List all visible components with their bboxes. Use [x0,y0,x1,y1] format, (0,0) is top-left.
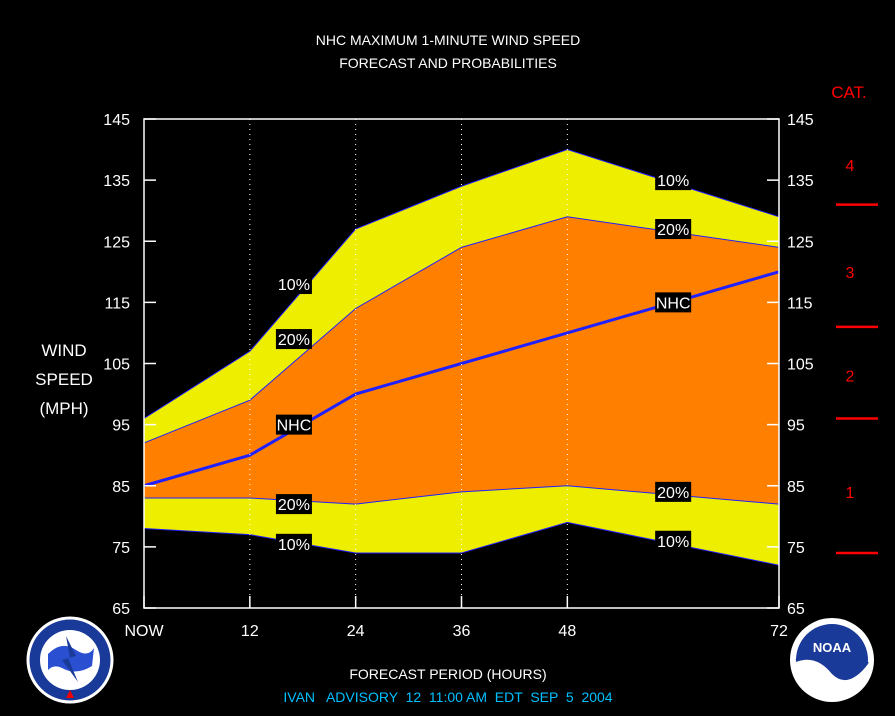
x-tick-label: 36 [453,623,471,640]
series-label: 10% [278,537,310,554]
series-label-box [275,414,312,435]
noaa-logo-text: NOAA [813,640,852,655]
category-label: 3 [846,265,855,282]
series-labels: 10% 20% NHC 20% 10% 10% 20% NHC 20% 10% [275,170,692,554]
series-label: 10% [278,277,310,294]
series-label-box [655,292,692,313]
y-tick-label-right: 85 [787,479,805,496]
y-tick-label-right: 125 [787,234,814,251]
series-label-box [275,533,312,554]
category-label: 2 [846,369,855,386]
series-label: NHC [656,295,691,312]
x-tick-label: 12 [241,623,259,640]
series-label: NHC [277,418,312,435]
y-tick-label-left: 75 [112,540,130,557]
y-tick-label-right: 135 [787,173,814,190]
category-label: 4 [846,158,855,175]
series-edge-lower10 [143,521,780,566]
y-tick-label-left: 125 [103,234,130,251]
category-label: 1 [846,485,855,502]
series-line-nhc [143,270,780,488]
series-label: 20% [278,497,310,514]
series-label: 10% [657,173,689,190]
y-tick-label-left: 65 [112,601,130,618]
y-tick-label-right: 95 [787,418,805,435]
series-label-box [275,274,312,295]
series-label: 20% [278,332,310,349]
series-label: 10% [657,534,689,551]
series-label: 20% [657,485,689,502]
x-tick-label: 48 [558,623,576,640]
x-tick-label: NOW [124,623,164,640]
x-axis-label: FORECAST PERIOD (HOURS) [349,666,546,682]
y-tick-label-left: 145 [103,112,130,129]
chart-subtitle: FORECAST AND PROBABILITIES [339,55,557,71]
x-tick-label: 72 [770,623,788,640]
advisory-text: IVAN ADVISORY 12 11:00 AM EDT SEP 5 2004 [283,689,612,705]
series-label-box [655,219,692,240]
series-edge-upper20 [143,216,780,444]
x-tick-label: 24 [347,623,365,640]
y-tick-label-right: 145 [787,112,814,129]
chart-title: NHC MAXIMUM 1-MINUTE WIND SPEED [316,32,580,48]
y-tick-label-left: 105 [103,357,130,374]
y-tick-label-right: 65 [787,601,805,618]
series-label: 20% [657,222,689,239]
nws-logo [26,616,114,704]
series-label-box [275,329,312,350]
series-edge-lower20 [144,485,780,505]
series-label-box [655,530,692,551]
y-axis-label-line-2: SPEED [35,370,93,389]
category-header: CAT. [831,83,867,102]
y-tick-label-left: 135 [103,173,130,190]
category-scale: CAT. 4 3 2 1 [831,83,878,555]
series-label-box [275,494,312,515]
series-label-box [655,170,692,191]
y-tick-label-left: 85 [112,479,130,496]
y-axis-label-line-3: (MPH) [39,399,88,418]
series-edge-upper10 [143,149,780,419]
y-tick-label-left: 115 [104,295,130,312]
noaa-logo: NOAA [790,618,874,702]
y-tick-label-right: 105 [787,357,814,374]
axes: 65 65 75 75 85 85 95 95 105 105 115 115 125 125 135 135… [103,112,814,640]
y-tick-label-right: 75 [787,540,805,557]
y-axis-label-line-1: WIND [41,341,86,360]
series-label-box [655,481,692,502]
y-tick-label-left: 95 [112,418,130,435]
y-tick-label-right: 115 [787,295,813,312]
